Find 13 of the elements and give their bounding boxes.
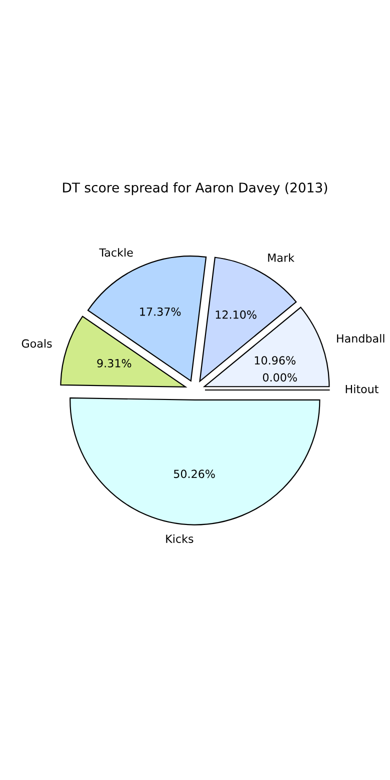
slice-label: Tackle [99, 248, 133, 257]
slice-label: Mark [268, 253, 294, 262]
data-label: 50.26% [174, 470, 215, 478]
text: 0.00% [262, 373, 297, 382]
chart-title: DT score spread for Aaron Davey (2013) [63, 182, 328, 196]
data-label: 10.96% [254, 356, 296, 365]
data-label: 17.37% [140, 307, 181, 316]
slice-label: Handball [337, 334, 384, 343]
data-label: 9.31% [97, 359, 132, 368]
slice-label: Kicks [166, 534, 194, 543]
category-label: Hitout [346, 384, 378, 394]
slice-label: Goals [22, 339, 52, 348]
data-label: 12.10% [216, 310, 256, 319]
